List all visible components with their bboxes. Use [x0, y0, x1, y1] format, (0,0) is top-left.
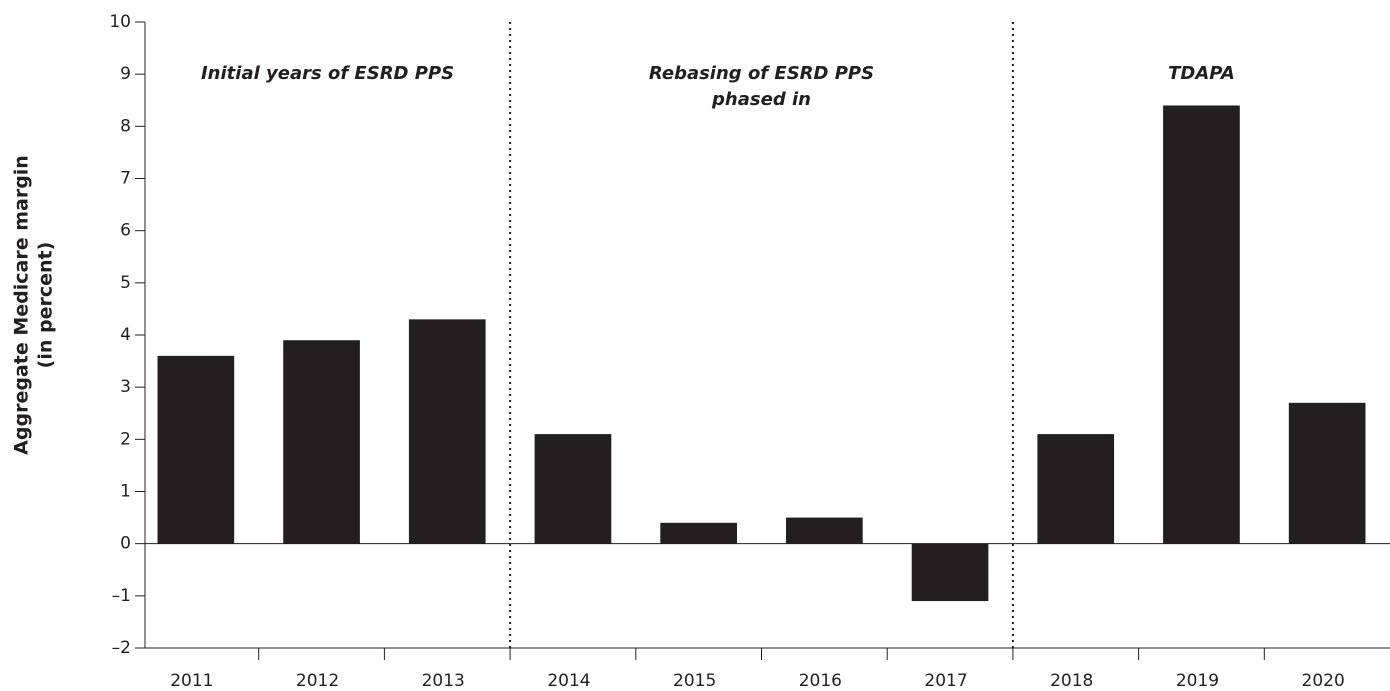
y-tick-label: 7 [120, 169, 131, 189]
y-tick-label: –2 [112, 638, 131, 658]
x-tick-label: 2012 [296, 671, 339, 691]
x-tick-label: 2018 [1050, 671, 1093, 691]
bar [1288, 402, 1366, 544]
bar [660, 522, 737, 544]
bar [786, 517, 863, 544]
period-annotation: Rebasing of ESRD PPS [649, 63, 874, 84]
y-axis-label: Aggregate Medicare margin [11, 155, 33, 455]
y-tick-label: 0 [120, 534, 131, 554]
y-tick-label: 9 [120, 64, 131, 84]
x-tick-label: 2020 [1302, 671, 1345, 691]
x-tick-label: 2019 [1176, 671, 1219, 691]
bar [283, 340, 360, 544]
bar [911, 543, 989, 602]
x-tick-label: 2016 [799, 671, 842, 691]
bar [408, 319, 486, 544]
y-tick-label: 3 [120, 377, 131, 397]
period-annotation: Initial years of ESRD PPS [201, 63, 454, 84]
x-tick-label: 2017 [924, 671, 967, 691]
y-tick-label: 1 [120, 482, 131, 502]
y-tick-label: 6 [120, 221, 131, 241]
y-tick-label: 2 [120, 429, 131, 449]
bar [534, 434, 612, 544]
period-annotation: phased in [711, 89, 811, 110]
y-tick-label: 4 [120, 325, 131, 345]
period-annotation: TDAPA [1168, 63, 1235, 84]
x-tick-label: 2013 [422, 671, 465, 691]
x-tick-label: 2015 [673, 671, 716, 691]
y-tick-label: –1 [112, 586, 131, 606]
y-axis-label: (in percent) [35, 242, 57, 369]
x-tick-label: 2011 [170, 671, 213, 691]
bar [157, 355, 235, 544]
y-tick-label: 10 [109, 12, 131, 32]
y-tick-label: 8 [120, 116, 131, 136]
bar [1037, 434, 1115, 544]
y-tick-label: 5 [120, 273, 131, 293]
x-tick-label: 2014 [547, 671, 590, 691]
bar [1163, 105, 1240, 544]
